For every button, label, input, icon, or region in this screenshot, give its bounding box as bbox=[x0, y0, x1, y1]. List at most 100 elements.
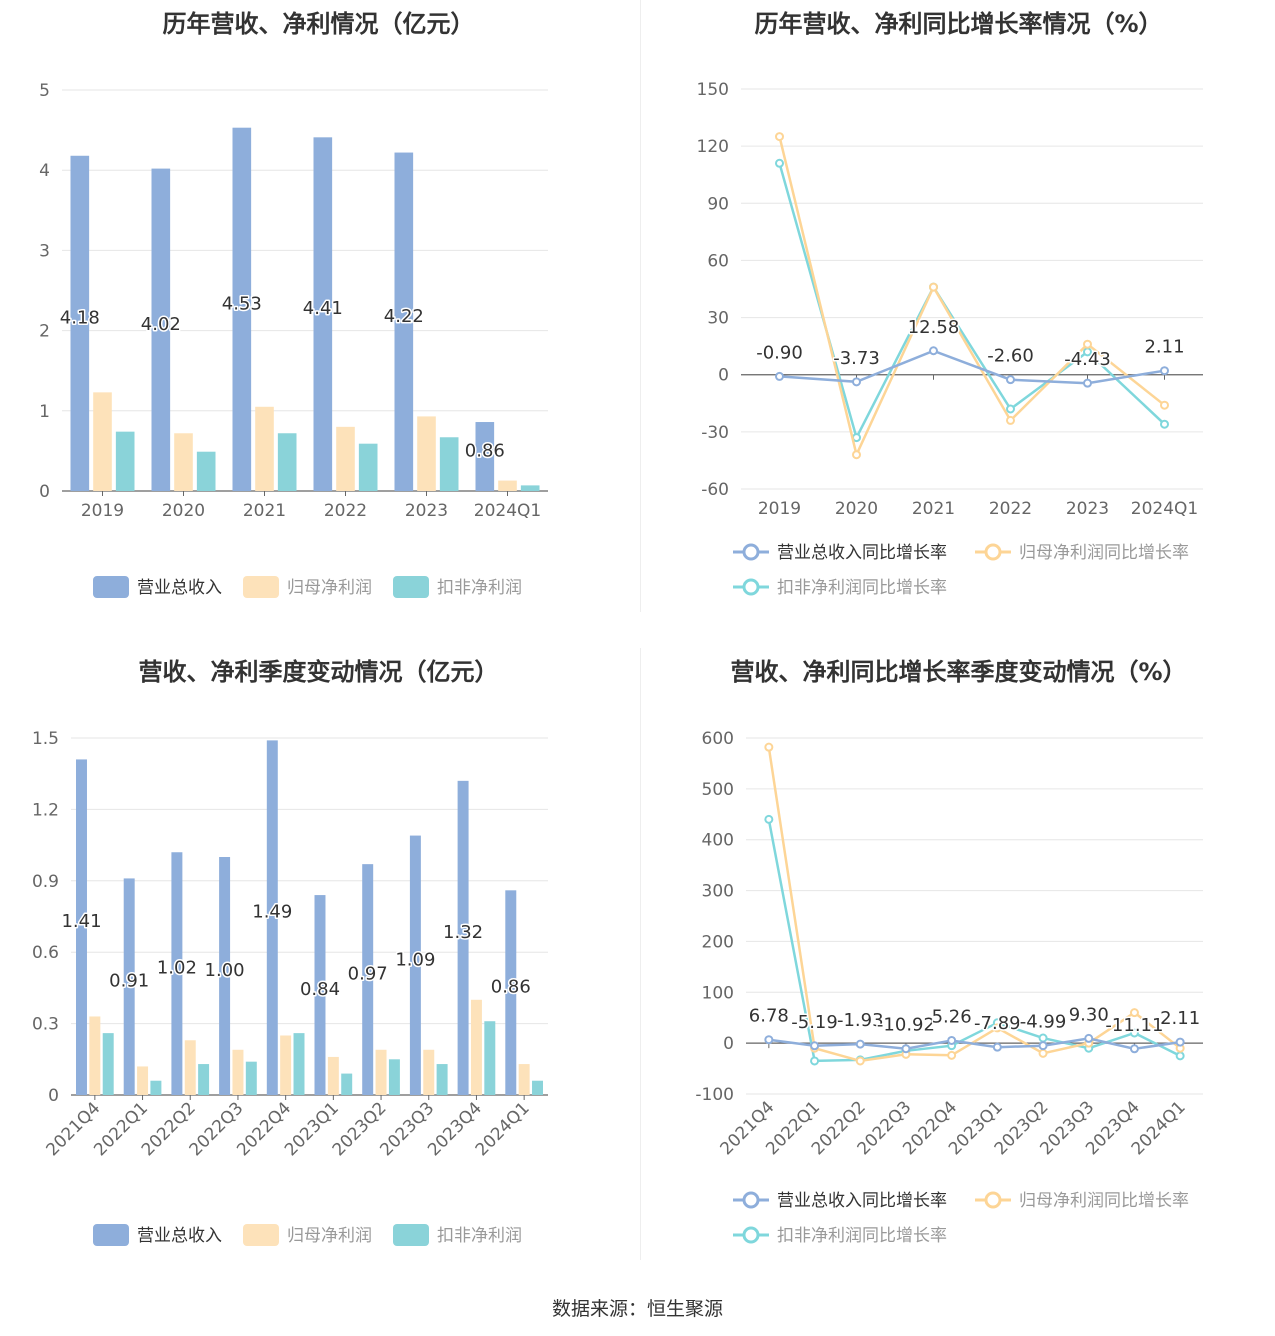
bar bbox=[532, 1080, 543, 1095]
bar bbox=[171, 852, 183, 1095]
y-tick-label: 0 bbox=[718, 366, 729, 386]
data-point bbox=[855, 1039, 865, 1049]
data-point bbox=[1160, 400, 1169, 410]
bar bbox=[266, 740, 278, 1095]
data-point bbox=[1038, 1048, 1048, 1058]
y-tick-label: 120 bbox=[697, 137, 729, 157]
legend-label: 扣非净利润同比增长率 bbox=[777, 1226, 947, 1246]
bar bbox=[417, 416, 436, 491]
bar bbox=[277, 433, 297, 491]
bar bbox=[336, 426, 355, 491]
data-label: -3.73 bbox=[833, 348, 880, 369]
y-tick-label: 1.5 bbox=[32, 729, 59, 749]
bar bbox=[457, 780, 469, 1095]
data-point bbox=[1038, 1033, 1048, 1043]
quarterly-growth-panel: 营收、净利同比增长率季度变动情况（%） -100 0 100 200 300 400 500… bbox=[640, 648, 1275, 1288]
data-point bbox=[852, 377, 861, 387]
data-point bbox=[1084, 1033, 1094, 1043]
data-label: 2.11 bbox=[1144, 337, 1184, 358]
bar bbox=[255, 406, 274, 491]
bar bbox=[232, 1049, 244, 1095]
data-point bbox=[1083, 339, 1092, 349]
data-label: 4.22 bbox=[384, 306, 424, 327]
chart-title: 营收、净利季度变动情况（亿元） bbox=[138, 658, 499, 686]
x-tick-label: 2021 bbox=[243, 501, 286, 521]
bar bbox=[388, 1059, 400, 1095]
bar bbox=[505, 890, 517, 1095]
data-label: 0.97 bbox=[348, 964, 388, 985]
bar bbox=[137, 1066, 149, 1095]
bar bbox=[174, 433, 193, 491]
y-tick-label: 150 bbox=[697, 80, 729, 100]
x-tick-label: 2020 bbox=[162, 501, 205, 521]
data-point bbox=[929, 346, 938, 356]
y-tick-label: 4 bbox=[39, 161, 50, 181]
data-point bbox=[764, 1035, 774, 1045]
series-line bbox=[767, 819, 1181, 1063]
x-tick-label: 2024Q1 bbox=[1131, 499, 1198, 519]
y-tick-label: 100 bbox=[702, 983, 734, 1003]
x-tick-label: 2020 bbox=[835, 499, 878, 519]
y-tick-label: 0 bbox=[723, 1034, 734, 1054]
bar bbox=[409, 835, 421, 1095]
data-point bbox=[1160, 419, 1169, 429]
data-label: -5.19 bbox=[791, 1012, 838, 1033]
bar bbox=[76, 759, 87, 1095]
x-tick-label: 2024Q1 bbox=[474, 501, 541, 521]
data-label: 1.00 bbox=[205, 960, 245, 981]
legend-label: 扣非净利润 bbox=[437, 1226, 522, 1246]
y-tick-label: -60 bbox=[701, 480, 729, 500]
data-point bbox=[855, 1056, 865, 1066]
y-tick-label: 300 bbox=[702, 882, 734, 902]
data-label: -4.43 bbox=[1064, 349, 1111, 370]
y-tick-label: 90 bbox=[707, 194, 729, 214]
data-point bbox=[810, 1041, 820, 1051]
data-point bbox=[775, 132, 784, 142]
y-tick-label: 5 bbox=[39, 81, 50, 101]
data-point bbox=[852, 450, 861, 460]
series-line bbox=[768, 1037, 1181, 1051]
bar bbox=[498, 480, 517, 491]
data-label: 1.41 bbox=[61, 911, 101, 932]
legend-label: 营业总收入同比增长率 bbox=[777, 1191, 947, 1211]
chart-title: 营收、净利同比增长率季度变动情况（%） bbox=[730, 658, 1187, 686]
data-point bbox=[901, 1044, 911, 1054]
x-tick-label: 2021 bbox=[912, 499, 955, 519]
data-source: 数据来源：恒生聚源 bbox=[551, 1298, 723, 1320]
data-label: 4.53 bbox=[222, 293, 262, 314]
bar bbox=[280, 1035, 292, 1095]
legend-label: 营业总收入 bbox=[137, 578, 222, 598]
bar bbox=[219, 857, 231, 1095]
legend-swatch-marker bbox=[742, 543, 760, 561]
y-tick-label: 3 bbox=[39, 241, 50, 261]
panel-divider bbox=[640, 0, 641, 612]
bar bbox=[89, 1016, 101, 1095]
legend-swatch-marker bbox=[984, 543, 1002, 561]
y-tick-label: 60 bbox=[707, 251, 729, 271]
data-label: -7.89 bbox=[974, 1013, 1021, 1034]
annual-revenue-profit-panel: 历年营收、净利情况（亿元） 0 1 2 3 4 5 2019 2020 2021 2022 2023… bbox=[0, 0, 637, 640]
y-tick-label: 1 bbox=[39, 402, 50, 422]
legend-swatch-marker bbox=[742, 1226, 760, 1244]
data-label: -10.92 bbox=[877, 1015, 935, 1036]
bar bbox=[470, 999, 482, 1095]
legend-label: 营业总收入 bbox=[137, 1226, 222, 1246]
bar bbox=[151, 168, 171, 491]
legend-label: 归母净利润同比增长率 bbox=[1019, 543, 1189, 563]
bar bbox=[150, 1080, 162, 1095]
legend-label: 归母净利润同比增长率 bbox=[1019, 1191, 1189, 1211]
quarterly-revenue-profit-chart: 00.30.60.91.21.52021Q42022Q12022Q22022Q3… bbox=[32, 729, 548, 1246]
data-point bbox=[764, 814, 774, 824]
bar bbox=[518, 1064, 530, 1095]
bar bbox=[475, 422, 495, 491]
bar bbox=[313, 137, 333, 491]
data-point bbox=[1160, 366, 1169, 376]
y-tick-label: 0.3 bbox=[32, 1015, 59, 1035]
x-tick-label: 2019 bbox=[758, 499, 801, 519]
data-label: -0.90 bbox=[756, 342, 803, 363]
quarterly-growth-chart: -10001002003004005006002021Q42022Q12022Q… bbox=[695, 729, 1203, 1246]
data-label: 2.11 bbox=[1160, 1008, 1200, 1029]
legend-swatch bbox=[93, 576, 129, 598]
data-point bbox=[810, 1056, 820, 1066]
legend-swatch bbox=[393, 576, 429, 598]
